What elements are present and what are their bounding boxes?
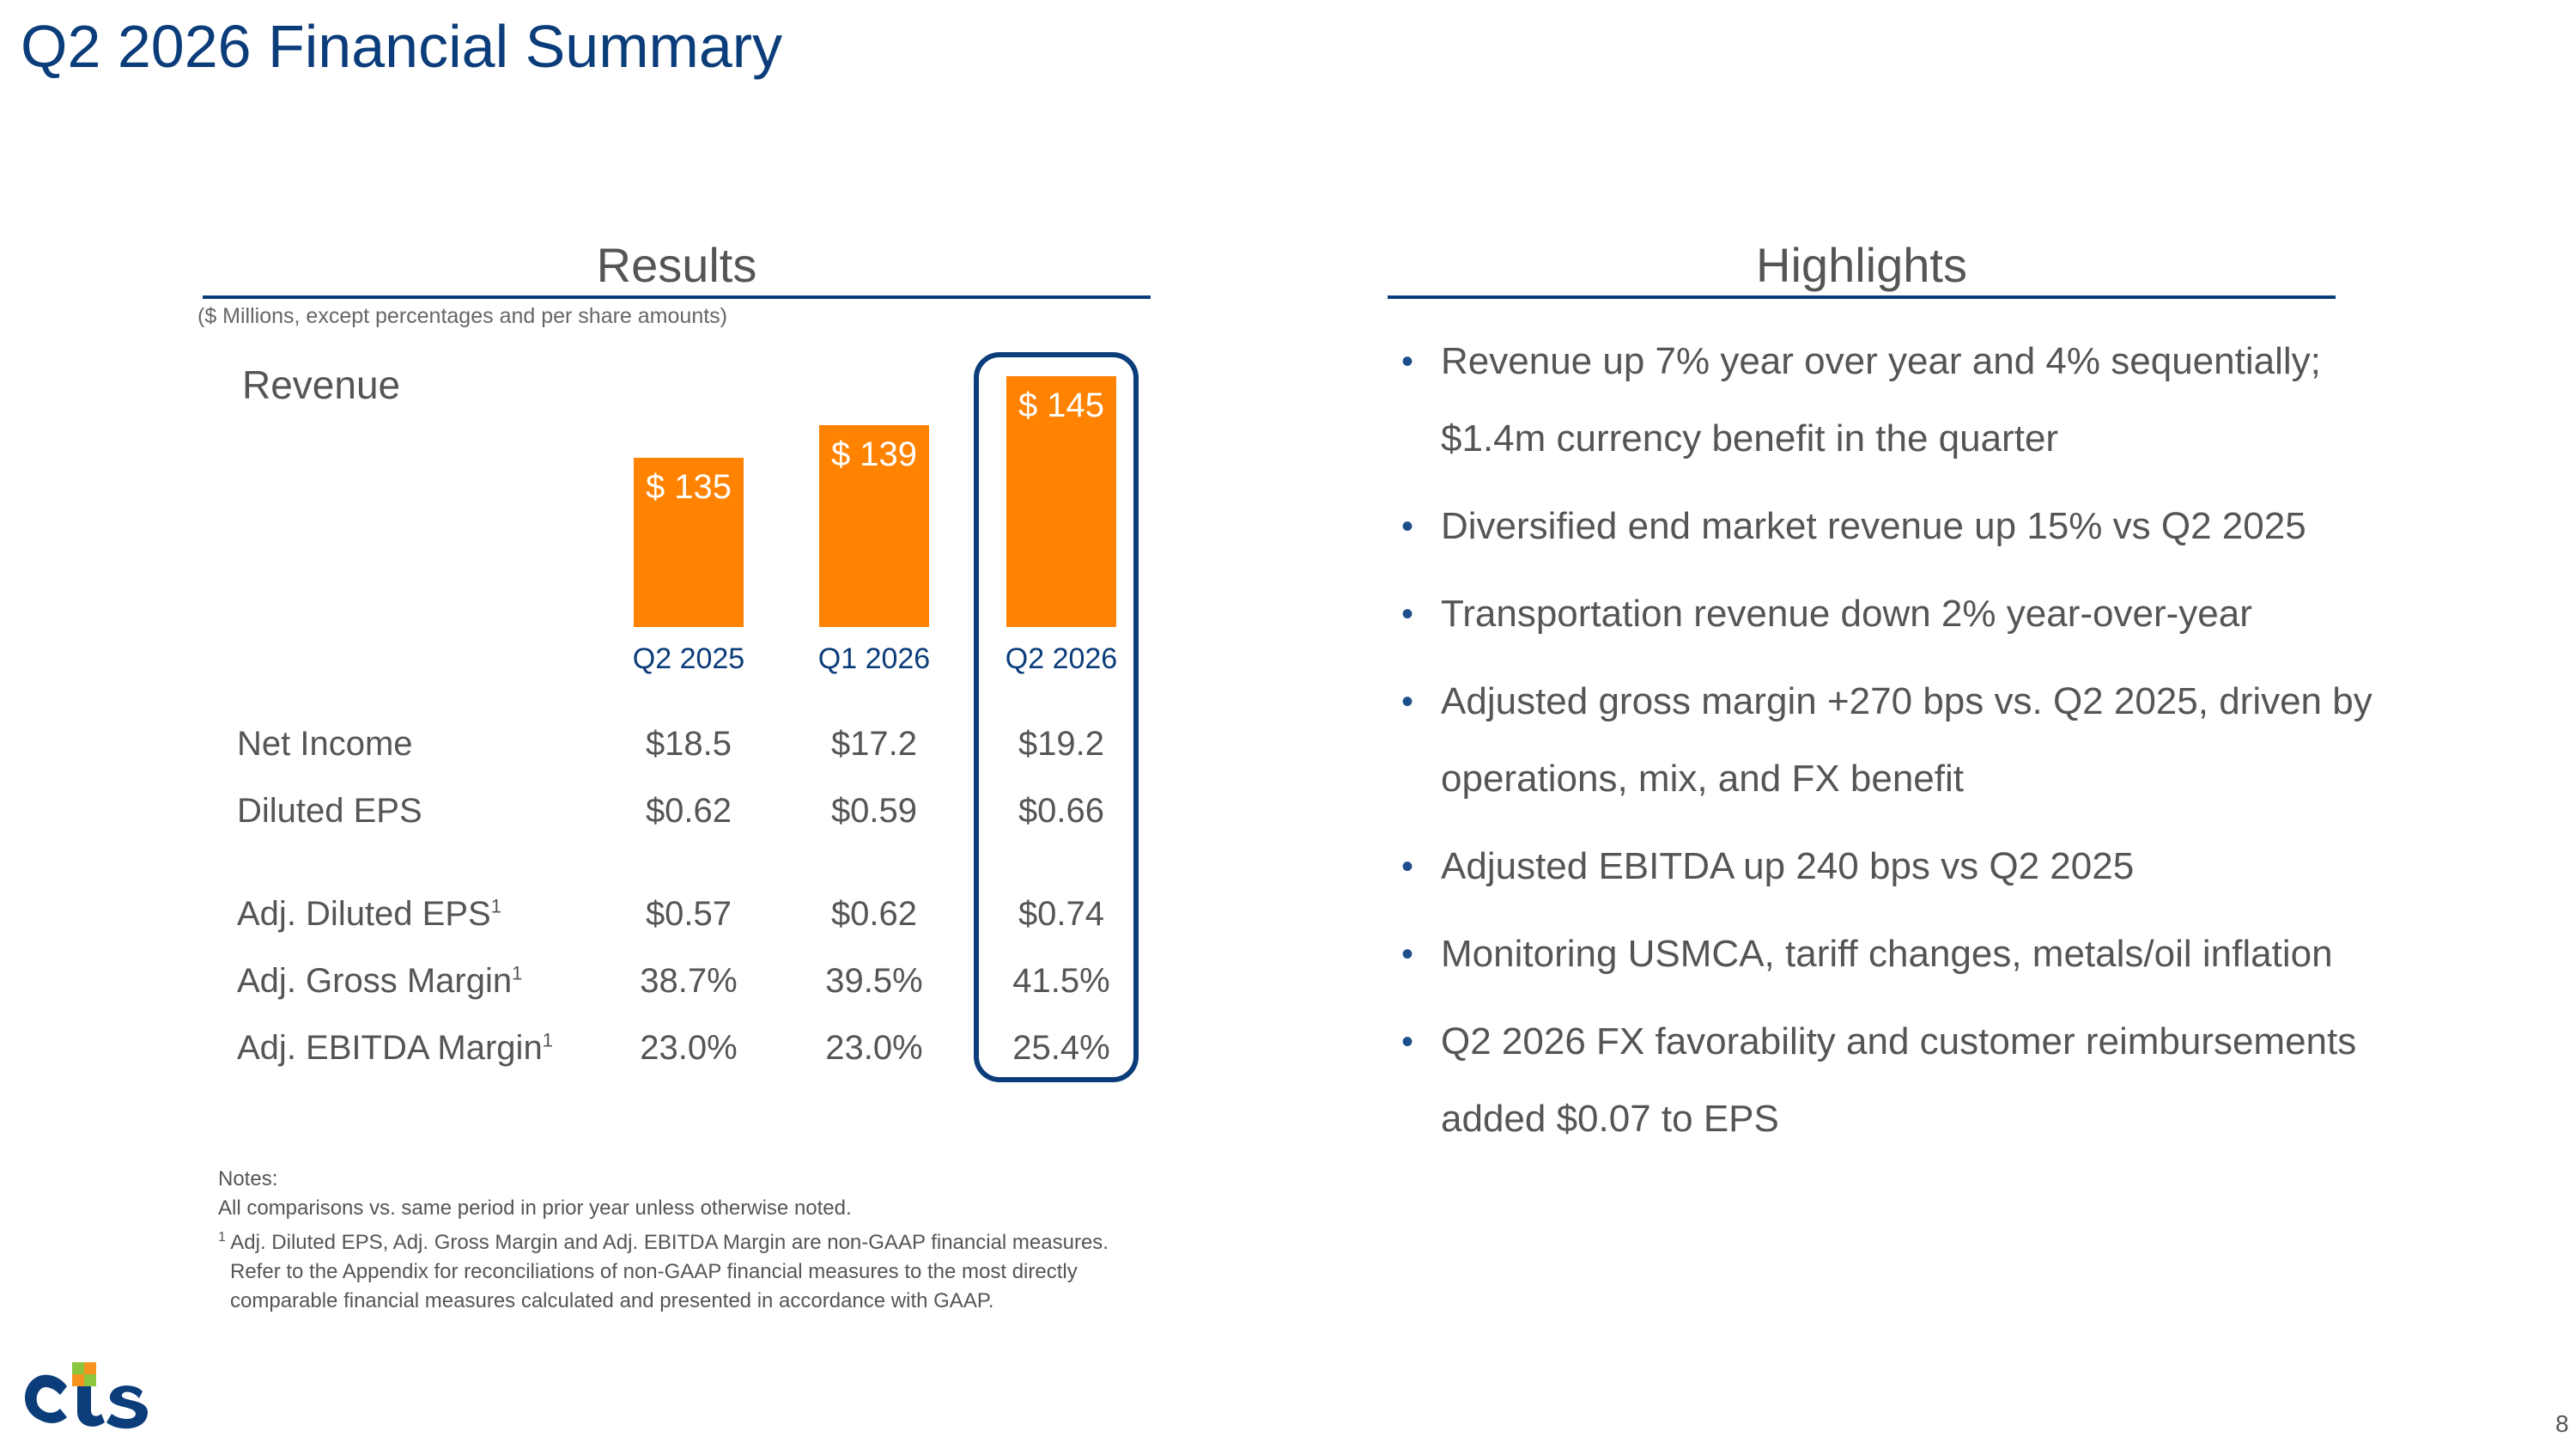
revenue-bar (819, 425, 929, 627)
metric-label-text: Adj. Diluted EPS (237, 895, 491, 933)
revenue-category-label: Q2 2025 (632, 642, 745, 675)
metric-row-label: Adj. Diluted EPS1 (237, 895, 501, 934)
metric-label-text: Net Income (237, 725, 413, 763)
notes-line-1: All comparisons vs. same period in prior… (218, 1196, 852, 1220)
metric-value-cell: 38.7% (640, 962, 738, 1000)
highlight-item: • Monitoring USMCA, tariff changes, metal… (1401, 916, 2415, 993)
notes-heading: Notes: (218, 1167, 278, 1190)
revenue-bar-value-label: $ 145 (1018, 387, 1105, 424)
highlights-rule (1388, 295, 2336, 299)
notes-line-2-text: Adj. Diluted EPS, Adj. Gross Margin and … (225, 1231, 1109, 1254)
metric-row-label: Adj. Gross Margin1 (237, 962, 522, 1001)
metric-value-cell: 23.0% (825, 1029, 923, 1067)
revenue-category-label: Q1 2026 (817, 642, 931, 675)
metric-value-cell: $0.59 (830, 792, 918, 830)
metric-value-cell: $0.66 (1018, 792, 1105, 830)
highlights-heading: Highlights (1756, 238, 1967, 292)
metric-label-text: Adj. Gross Margin (237, 962, 513, 1000)
highlight-text-continuation: operations, mix, and FX benefit (1441, 758, 1964, 800)
metric-value-cell: 25.4% (1012, 1029, 1110, 1067)
footnote-mark: 1 (490, 895, 501, 917)
highlight-text: Transportation revenue down 2% year-over… (1441, 593, 2252, 635)
metric-value-cell: 23.0% (640, 1029, 738, 1067)
highlight-item: • Adjusted gross margin +270 bps vs. Q2 2… (1401, 663, 2415, 818)
page-number: 8 (2555, 1410, 2569, 1437)
bullet-icon: • (1401, 848, 1414, 886)
metric-value-cell: $18.5 (645, 725, 732, 763)
bullet-icon: • (1401, 508, 1414, 545)
metric-row-label: Net Income (237, 725, 413, 764)
highlight-text: Monitoring USMCA, tariff changes, metals… (1441, 933, 2333, 975)
highlight-text: Q2 2026 FX favorability and customer rei… (1441, 1020, 2357, 1062)
highlight-item: • Transportation revenue down 2% year-ove… (1401, 575, 2415, 653)
notes-line-3: Refer to the Appendix for reconciliation… (230, 1260, 1078, 1283)
metric-row-label: Diluted EPS (237, 792, 422, 831)
footnote-mark: 1 (218, 1230, 226, 1245)
results-heading: Results (596, 238, 757, 292)
footnote-mark: 1 (542, 1029, 553, 1051)
metric-value-cell: $0.57 (645, 895, 732, 933)
highlight-text: Diversified end market revenue up 15% vs… (1441, 505, 2306, 547)
highlight-item: • Adjusted EBITDA up 240 bps vs Q2 2025 (1401, 828, 2415, 905)
highlight-text: Revenue up 7% year over year and 4% sequ… (1441, 340, 2321, 382)
notes: Notes: All comparisons vs. same period i… (218, 1165, 1163, 1316)
revenue-bar-value-label: $ 135 (645, 468, 732, 507)
notes-line-2: 1 Adj. Diluted EPS, Adj. Gross Margin an… (218, 1223, 1163, 1257)
bullet-icon: • (1401, 683, 1414, 721)
metric-value-cell: $17.2 (830, 725, 918, 763)
notes-line-4: comparable financial measures calculated… (230, 1289, 994, 1312)
footnote-mark: 1 (512, 962, 523, 984)
metric-value-cell: $0.62 (645, 792, 732, 830)
revenue-category-label: Q2 2026 (1005, 642, 1118, 675)
bullet-icon: • (1401, 1023, 1414, 1061)
slide-title: Q2 2026 Financial Summary (21, 13, 783, 80)
revenue-bar (1006, 376, 1116, 627)
revenue-label: Revenue (242, 362, 401, 407)
highlight-text-continuation: $1.4m currency benefit in the quarter (1441, 417, 2059, 460)
cts-logo (25, 1362, 148, 1429)
metric-value-cell: $19.2 (1018, 725, 1105, 763)
metric-value-cell: $0.62 (830, 895, 918, 933)
units-note: ($ Millions, except percentages and per … (197, 304, 727, 328)
metric-value-cell: 39.5% (825, 962, 923, 1000)
results-rule (203, 295, 1151, 299)
highlight-item: • Q2 2026 FX favorability and customer re… (1401, 1003, 2415, 1158)
revenue-bar-value-label: $ 139 (830, 435, 918, 474)
metric-label-text: Diluted EPS (237, 792, 422, 830)
metric-row-label: Adj. EBITDA Margin1 (237, 1029, 553, 1068)
highlight-text: Adjusted EBITDA up 240 bps vs Q2 2025 (1441, 845, 2135, 887)
highlight-text-continuation: added $0.07 to EPS (1441, 1098, 1779, 1140)
metric-value-cell: $0.74 (1018, 895, 1105, 933)
metric-value-cell: 41.5% (1012, 962, 1110, 1000)
current-quarter-highlight-box (974, 352, 1139, 1082)
metric-label-text: Adj. EBITDA Margin (237, 1029, 543, 1067)
bullet-icon: • (1401, 343, 1414, 381)
highlight-item: • Diversified end market revenue up 15% v… (1401, 488, 2415, 565)
highlights-list: • Revenue up 7% year over year and 4% seq… (1401, 323, 2415, 1168)
bullet-icon: • (1401, 935, 1414, 973)
revenue-bar (634, 458, 744, 627)
bullet-icon: • (1401, 595, 1414, 633)
highlight-text: Adjusted gross margin +270 bps vs. Q2 20… (1441, 680, 2372, 722)
highlight-item: • Revenue up 7% year over year and 4% seq… (1401, 323, 2415, 478)
